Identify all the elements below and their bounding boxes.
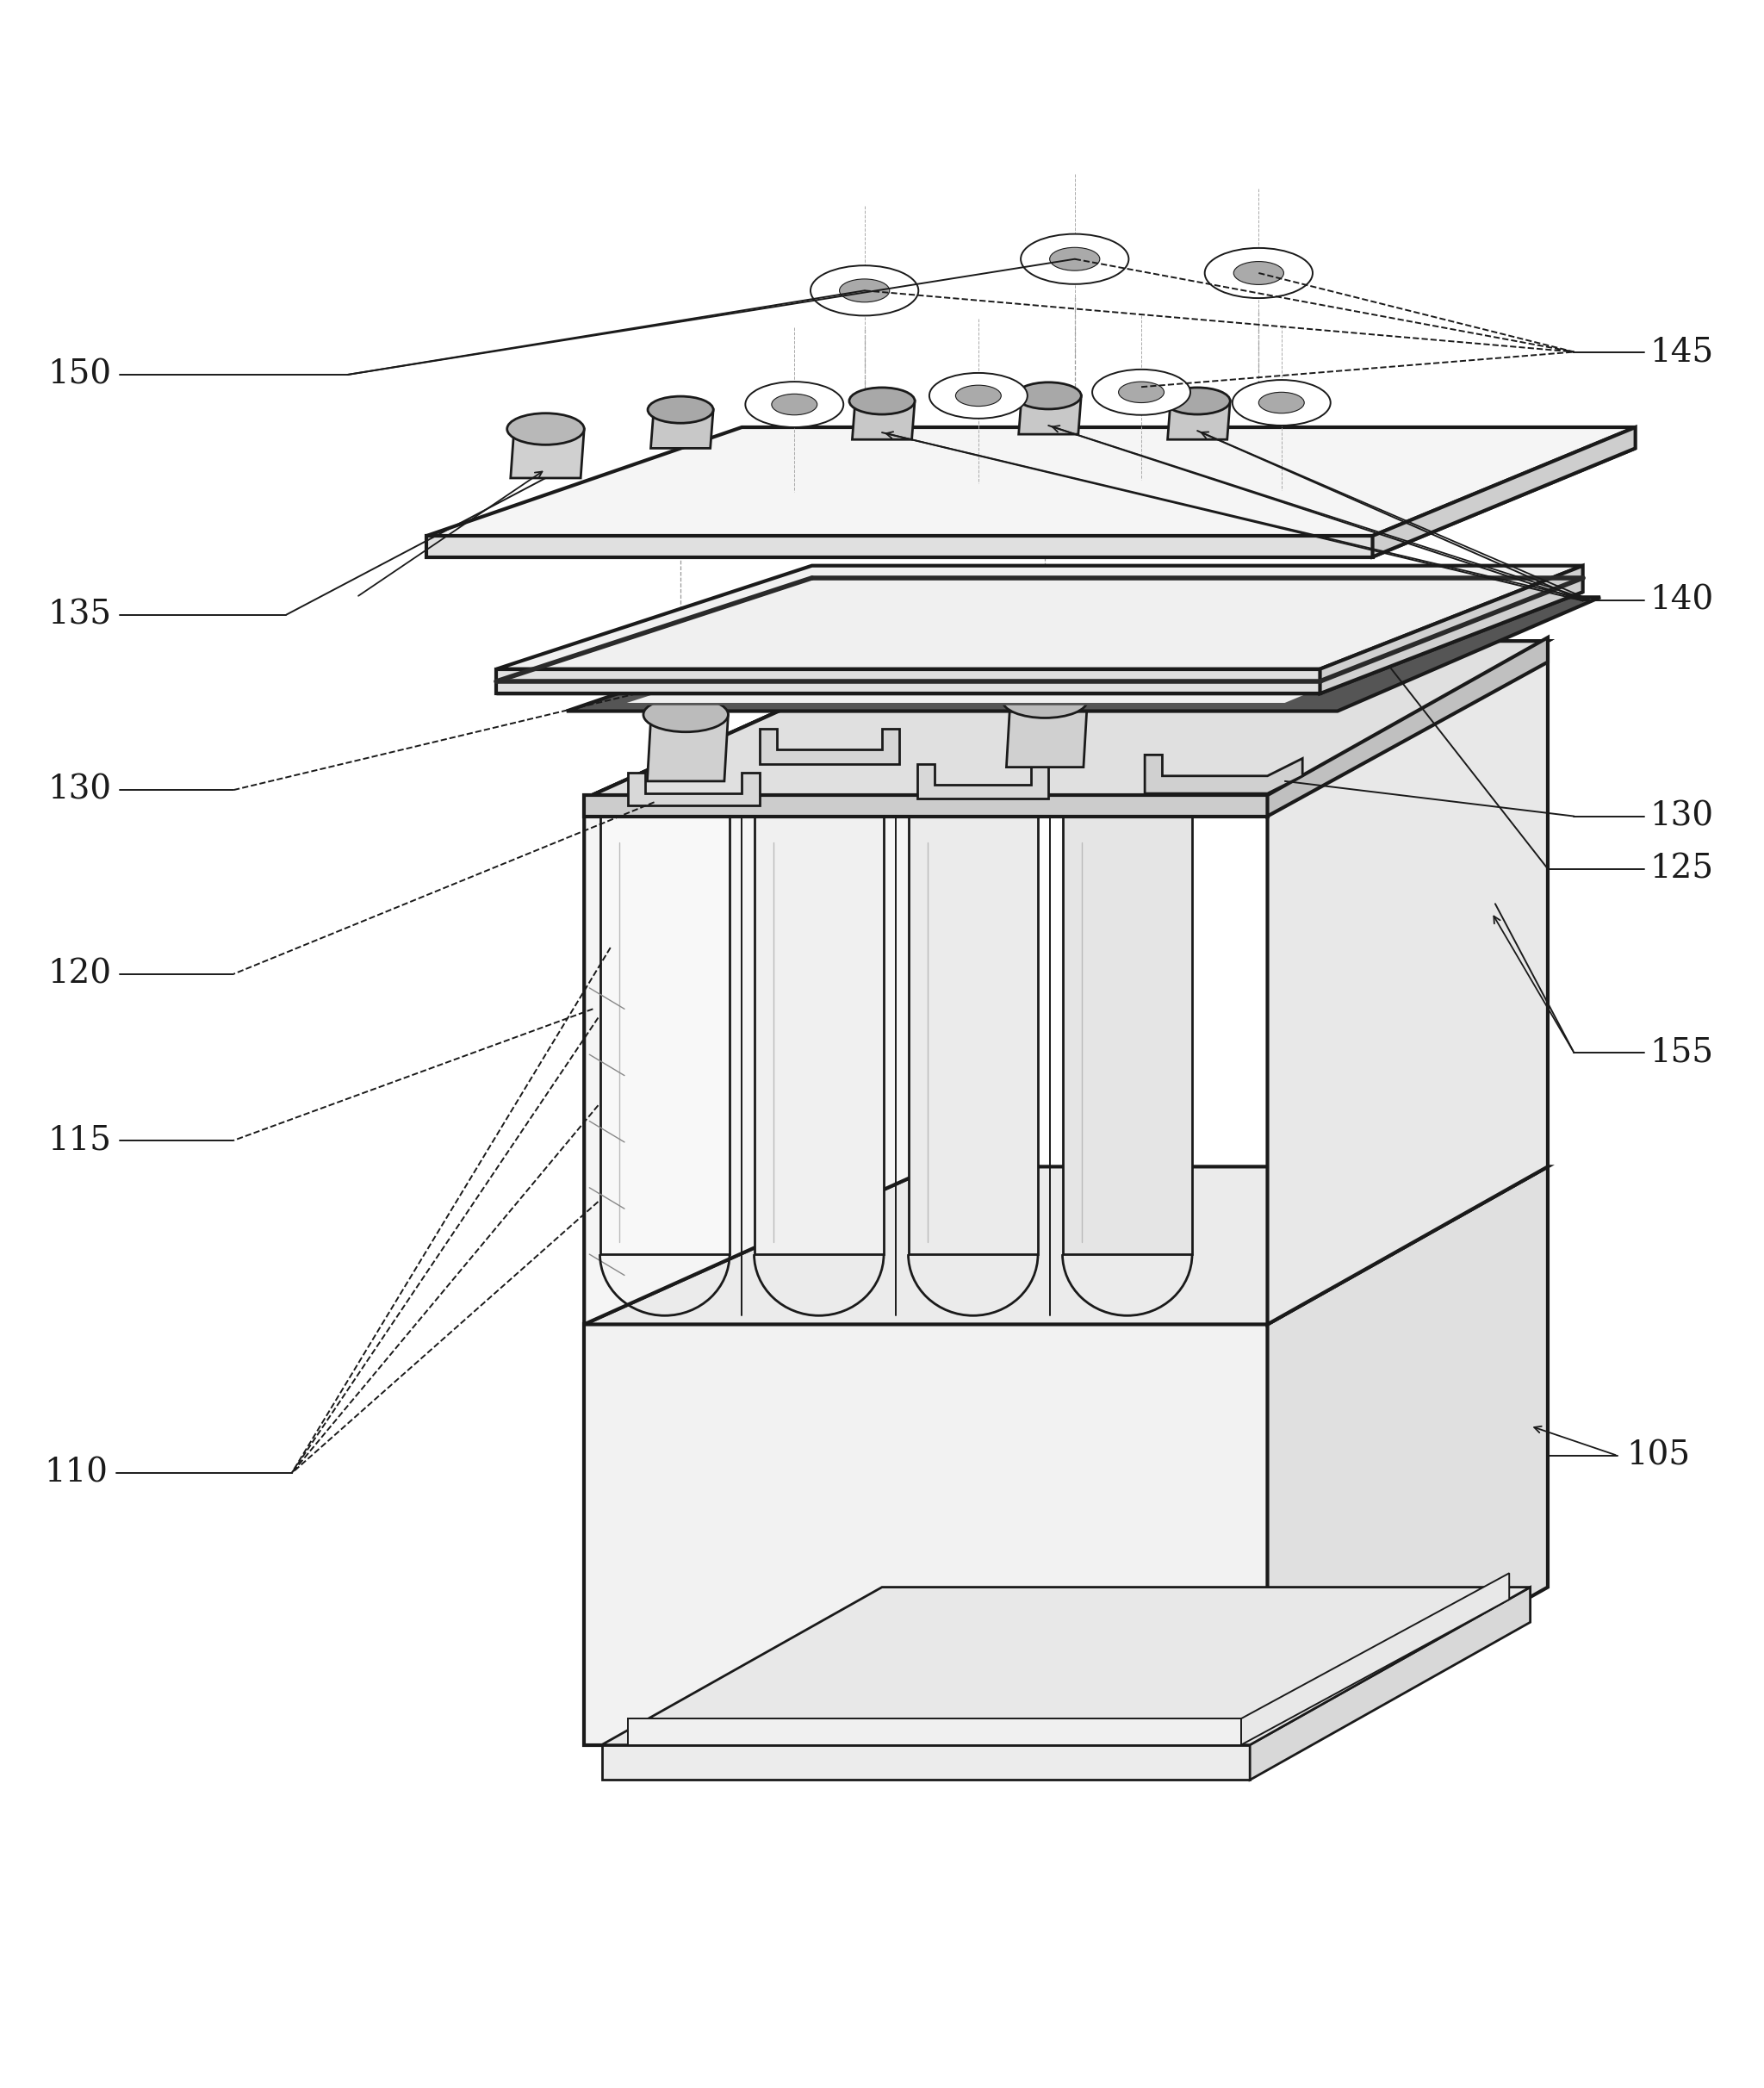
Text: 150: 150 [48,359,111,390]
Polygon shape [1018,397,1081,434]
Polygon shape [1251,1587,1529,1779]
Polygon shape [496,566,1582,668]
Polygon shape [651,409,713,449]
Text: 135: 135 [48,599,111,631]
Polygon shape [759,729,900,764]
Polygon shape [1268,641,1547,1324]
Polygon shape [1145,756,1302,793]
Text: 145: 145 [1649,336,1713,367]
Polygon shape [602,1746,1251,1779]
Polygon shape [584,796,1268,816]
Polygon shape [584,1167,1547,1324]
Polygon shape [1242,1572,1510,1746]
Polygon shape [1062,808,1192,1255]
Text: 115: 115 [48,1125,111,1157]
Polygon shape [1319,566,1582,693]
Polygon shape [510,428,584,478]
Text: 130: 130 [1649,800,1713,833]
Text: 155: 155 [1649,1038,1713,1069]
Polygon shape [1168,401,1230,438]
Text: 110: 110 [44,1457,108,1489]
Polygon shape [647,714,729,781]
Ellipse shape [644,697,729,733]
Polygon shape [600,808,730,1255]
Polygon shape [917,764,1048,800]
Ellipse shape [506,413,584,445]
Ellipse shape [930,374,1027,418]
Ellipse shape [1164,388,1230,413]
Polygon shape [1268,1167,1547,1746]
Polygon shape [1268,637,1547,816]
Polygon shape [496,591,1582,693]
Polygon shape [566,597,1600,712]
Polygon shape [602,1587,1529,1746]
Ellipse shape [1050,248,1099,271]
Ellipse shape [647,397,713,424]
Polygon shape [584,641,1547,800]
Ellipse shape [1259,393,1304,413]
Polygon shape [1372,428,1635,557]
Polygon shape [628,1718,1242,1746]
Ellipse shape [1016,382,1081,409]
Ellipse shape [1233,380,1330,426]
Polygon shape [852,401,916,438]
Polygon shape [628,773,759,806]
Polygon shape [584,1324,1268,1746]
Polygon shape [753,808,884,1255]
Ellipse shape [1021,234,1129,284]
Ellipse shape [1092,370,1191,416]
Ellipse shape [1118,382,1164,403]
Ellipse shape [840,280,889,303]
Polygon shape [584,641,1547,800]
Ellipse shape [746,382,843,428]
Ellipse shape [810,265,919,315]
Ellipse shape [1233,261,1284,284]
Ellipse shape [1205,248,1312,299]
Text: 105: 105 [1626,1441,1690,1472]
Text: 120: 120 [48,958,111,990]
Polygon shape [427,537,1372,557]
Polygon shape [584,641,935,1324]
Text: 140: 140 [1649,585,1713,616]
Ellipse shape [1002,683,1087,718]
Ellipse shape [848,388,916,413]
Polygon shape [427,428,1635,537]
Polygon shape [1007,702,1087,766]
Polygon shape [427,449,1635,557]
Text: 125: 125 [1649,852,1713,885]
Ellipse shape [771,395,817,416]
Text: 130: 130 [48,775,111,806]
Polygon shape [496,668,1319,693]
Polygon shape [619,603,1529,704]
Ellipse shape [956,384,1002,407]
Polygon shape [908,808,1037,1255]
